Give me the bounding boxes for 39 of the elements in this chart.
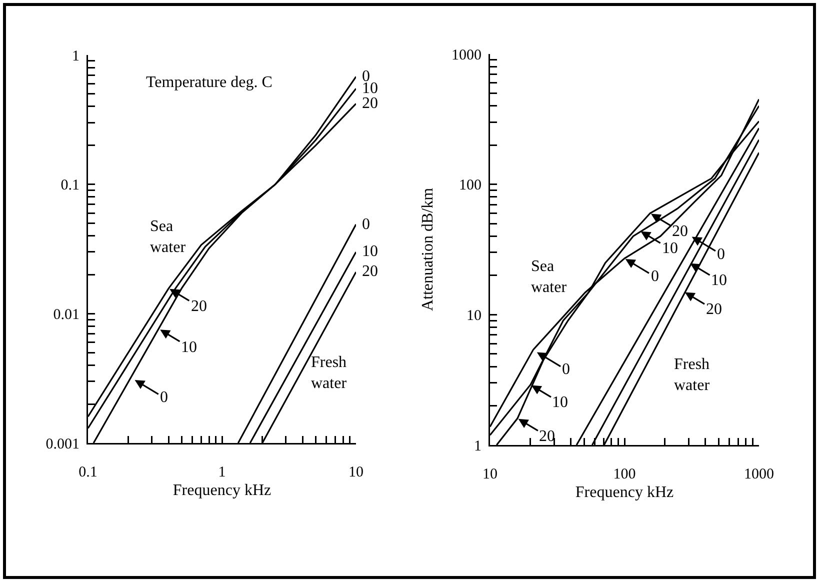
y-tick-label: 10	[466, 308, 482, 324]
x-tick-label: 10	[482, 466, 498, 482]
x-tick-label: 1000	[744, 466, 774, 482]
annotation: 20	[672, 223, 688, 240]
annotation: 0	[362, 216, 370, 233]
annotation: Sea water	[531, 258, 568, 296]
y-tick-label: 0.001	[46, 436, 80, 452]
annotation: 0	[717, 246, 725, 263]
annotation: 20	[362, 263, 378, 280]
annotation: Sea water	[150, 218, 186, 256]
y-tick-label: 0.1	[60, 178, 80, 194]
x-tick-label: 0.1	[78, 464, 98, 480]
y-tick-label: 1	[474, 438, 482, 454]
annotation: 20	[191, 298, 207, 315]
annotation: 0	[651, 268, 659, 285]
annotation: 10	[181, 339, 197, 356]
y-tick-label: 1000	[452, 47, 482, 64]
annotation: 20	[362, 95, 378, 112]
x-tick-label: 100	[613, 466, 636, 482]
x-tick-label: 10	[348, 464, 364, 480]
y-axis-title: Attenuation dB/km	[420, 187, 437, 312]
annotation: 10	[362, 243, 378, 260]
annotation: 0	[160, 389, 168, 406]
annotation: 10	[662, 240, 678, 257]
annotation: 20	[706, 301, 722, 318]
annotation: 20	[539, 428, 555, 445]
annotation: Temperature deg. C	[146, 74, 272, 91]
y-tick-label: 1	[72, 48, 80, 64]
annotation: Fresh water	[311, 354, 348, 392]
annotation: 0	[562, 361, 570, 378]
annotation: 10	[362, 80, 378, 97]
annotation: Fresh water	[674, 356, 710, 394]
annotation: 10	[552, 394, 568, 411]
annotation: 10	[711, 272, 727, 289]
y-tick-label: 0.01	[53, 306, 80, 323]
x-tick-label: 1	[218, 464, 226, 480]
x-axis-title: Frequency kHz	[172, 482, 272, 499]
y-tick-label: 100	[459, 178, 482, 194]
x-axis-title: Frequency kHz	[575, 484, 674, 501]
